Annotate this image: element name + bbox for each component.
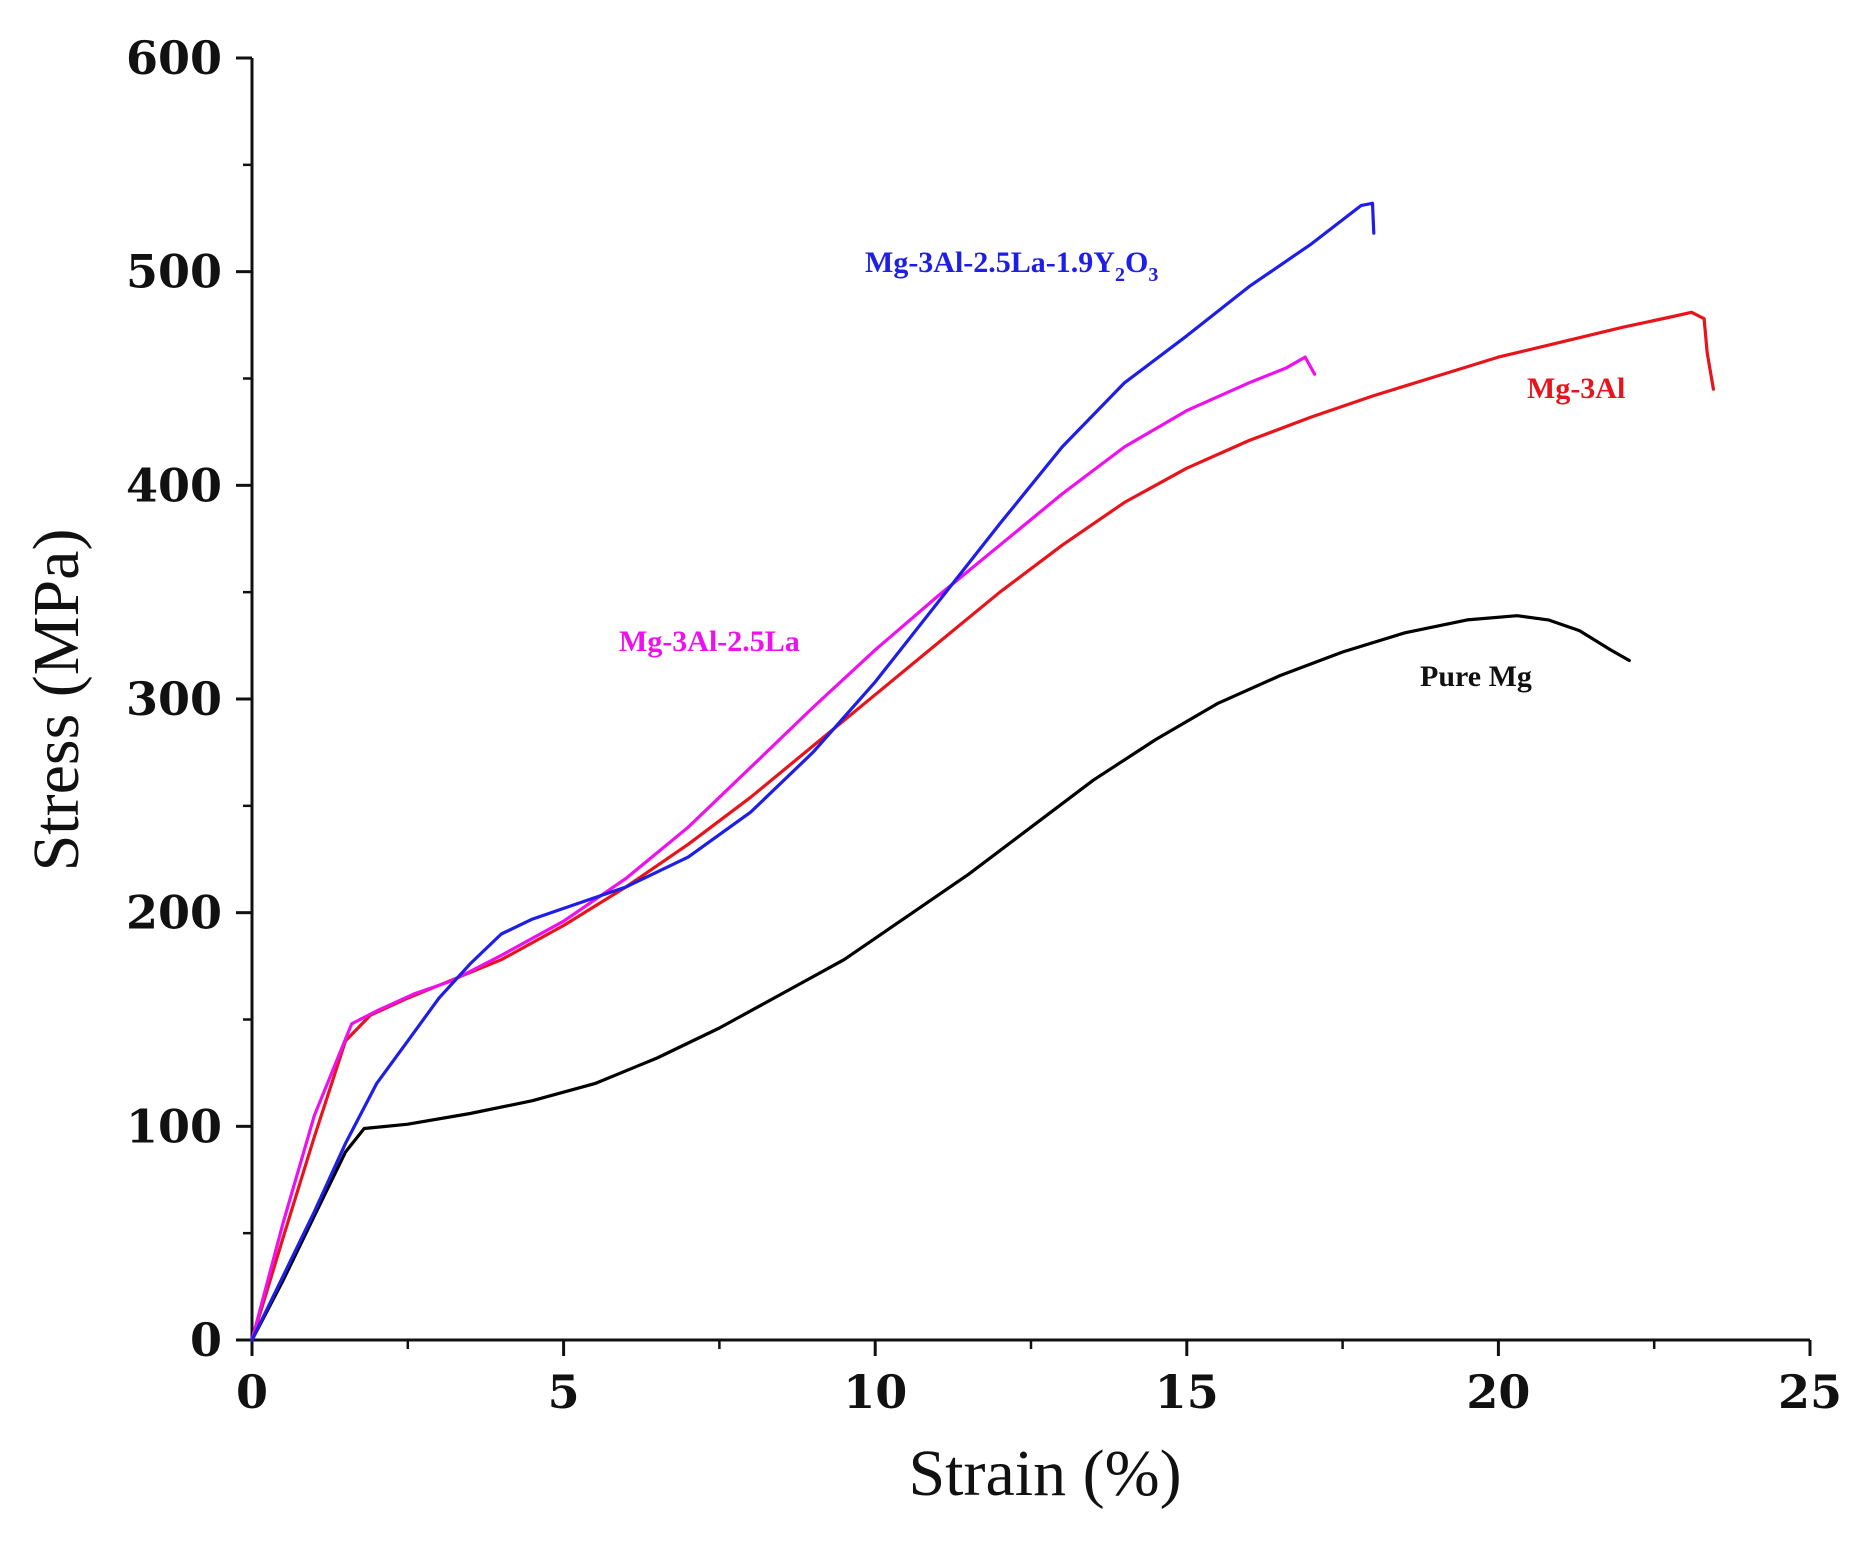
- ticks: [236, 56, 1812, 1356]
- curves: [250, 201, 1715, 1342]
- series-line-mg-3al-2-5la: [250, 355, 1317, 1342]
- y-tick-label: 500: [126, 245, 222, 299]
- y-tick-label: 200: [126, 886, 222, 940]
- y-tick-label: 600: [126, 31, 222, 85]
- series-line-pure-mg: [250, 614, 1631, 1342]
- y-tick-label: 0: [190, 1313, 222, 1367]
- y-axis-title: Stress (MPa): [20, 529, 93, 872]
- x-tick-label: 20: [1466, 1365, 1530, 1419]
- tick-labels: 0 5 10 15 20 25 0 100 200 300 400 500 600: [126, 31, 1842, 1419]
- x-tick-label: 10: [843, 1365, 907, 1419]
- series-label-mg3al-la: Mg-3Al-2.5La: [619, 625, 800, 658]
- y-tick-label: 400: [126, 458, 222, 512]
- x-tick-label: 25: [1778, 1365, 1842, 1419]
- y-tick-label: 100: [126, 1099, 222, 1153]
- series-label-mg3al: Mg-3Al: [1527, 372, 1625, 405]
- series-line-mg-3al-2-5la-1-9y2o3: [250, 201, 1376, 1342]
- y-tick-label: 300: [126, 672, 222, 726]
- series-label-y2o3: Mg-3Al-2.5La-1.9Y2O3: [865, 246, 1158, 286]
- x-tick-label: 15: [1155, 1365, 1219, 1419]
- x-tick-label: 5: [548, 1365, 580, 1419]
- series-line-mg-3al: [250, 310, 1715, 1342]
- label-main: Mg-3Al-2.5La-1.9Y: [865, 246, 1115, 279]
- label-sub-3: 3: [1148, 264, 1158, 286]
- x-tick-label: 0: [236, 1365, 268, 1419]
- x-axis-title: Strain (%): [908, 1437, 1181, 1510]
- label-oxygen: O: [1125, 246, 1148, 279]
- series-label-pure-mg: Pure Mg: [1420, 660, 1532, 693]
- label-sub-2: 2: [1115, 264, 1125, 286]
